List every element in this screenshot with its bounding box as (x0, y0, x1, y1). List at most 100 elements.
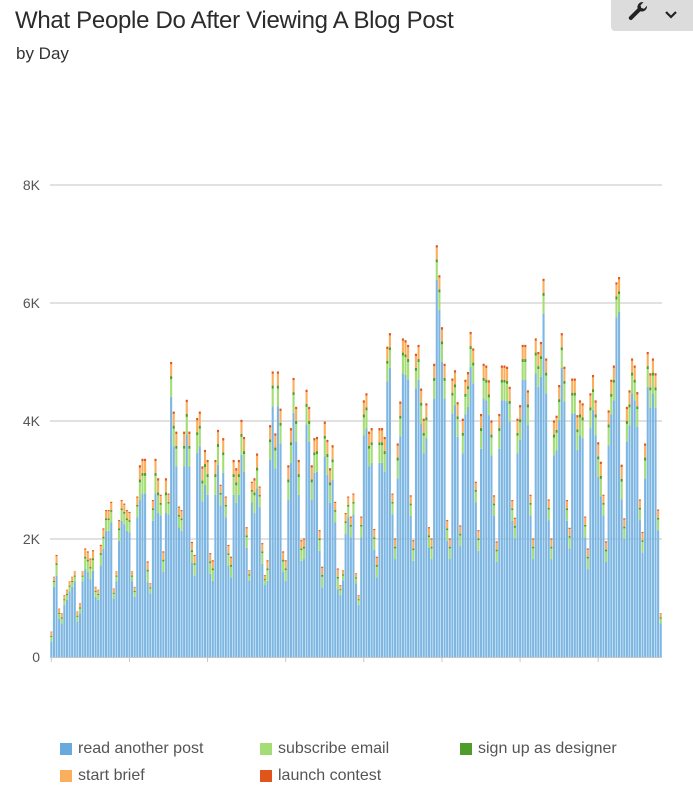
bar-stack[interactable] (104, 510, 108, 657)
bar-stack[interactable] (578, 400, 582, 657)
bar-stack[interactable] (654, 373, 657, 657)
bar-stack[interactable] (425, 403, 428, 657)
bar-stack[interactable] (76, 611, 79, 657)
bar-stack[interactable] (542, 278, 545, 657)
bar-stack[interactable] (565, 500, 569, 657)
bar-stack[interactable] (545, 358, 548, 657)
bar-stack[interactable] (477, 530, 480, 657)
bar-stack[interactable] (300, 540, 303, 657)
bar-stack[interactable] (427, 527, 431, 657)
bar-stack[interactable] (125, 510, 128, 657)
bar-stack[interactable] (118, 520, 121, 657)
bar-stack[interactable] (229, 556, 233, 657)
bar-stack[interactable] (97, 589, 100, 657)
bar-stack[interactable] (211, 560, 214, 657)
bar-stack[interactable] (164, 478, 167, 657)
bar-stack[interactable] (89, 558, 92, 657)
bar-stack[interactable] (659, 613, 662, 657)
bar-stack[interactable] (271, 371, 274, 657)
bar-stack[interactable] (399, 401, 402, 657)
bar-stack[interactable] (159, 494, 162, 657)
bar-stack[interactable] (453, 370, 457, 657)
bar-stack[interactable] (282, 551, 285, 657)
bar-stack[interactable] (594, 400, 597, 657)
bar-stack[interactable] (378, 428, 381, 657)
bar-stack[interactable] (55, 554, 58, 657)
bar-stack[interactable] (295, 406, 298, 657)
bar-stack[interactable] (190, 541, 194, 657)
bar-stack[interactable] (401, 338, 404, 657)
bar-stack[interactable] (172, 411, 175, 657)
bar-stack[interactable] (86, 551, 89, 657)
bar-stack[interactable] (409, 495, 412, 657)
bar-stack[interactable] (258, 486, 261, 657)
bar-stack[interactable] (521, 344, 524, 657)
bar-stack[interactable] (198, 411, 201, 657)
bar-stack[interactable] (581, 403, 584, 657)
bar-stack[interactable] (297, 459, 300, 657)
bar-stack[interactable] (474, 481, 477, 657)
bar-stack[interactable] (214, 459, 217, 657)
bar-stack[interactable] (443, 363, 446, 657)
bar-stack[interactable] (524, 344, 527, 657)
bar-stack[interactable] (183, 431, 186, 657)
bar-stack[interactable] (128, 511, 131, 657)
bar-stack[interactable] (651, 358, 654, 657)
bar-stack[interactable] (625, 406, 628, 657)
bar-stack[interactable] (386, 346, 389, 657)
bar-stack[interactable] (120, 500, 123, 657)
bar-stack[interactable] (318, 530, 321, 657)
bar-stack[interactable] (209, 553, 212, 657)
bar-stack[interactable] (245, 527, 248, 657)
bar-stack[interactable] (248, 570, 251, 657)
bar-stack[interactable] (162, 551, 165, 657)
legend-item-sign-up-as-designer[interactable]: sign up as designer (460, 740, 617, 758)
bar-stack[interactable] (136, 496, 139, 657)
bar-stack[interactable] (459, 525, 462, 657)
bar-stack[interactable] (84, 548, 87, 657)
bar-stack[interactable] (331, 445, 334, 657)
bar-stack[interactable] (649, 373, 652, 657)
bar-stack[interactable] (232, 459, 235, 657)
bar-stack[interactable] (58, 608, 61, 657)
bar-stack[interactable] (610, 379, 613, 657)
bar-stack[interactable] (469, 331, 472, 657)
bar-stack[interactable] (201, 466, 204, 657)
bar-stack[interactable] (381, 428, 384, 657)
bar-stack[interactable] (644, 443, 647, 657)
bar-stack[interactable] (224, 496, 227, 657)
bar-stack[interactable] (276, 371, 279, 657)
bar-stack[interactable] (261, 543, 264, 657)
bar-stack[interactable] (456, 402, 459, 657)
bar-stack[interactable] (91, 550, 95, 657)
bar-stack[interactable] (490, 420, 493, 657)
bar-stack[interactable] (534, 338, 537, 657)
bar-stack[interactable] (263, 574, 266, 657)
bar-stack[interactable] (196, 418, 199, 657)
bar-stack[interactable] (292, 377, 295, 657)
bar-stack[interactable] (633, 365, 636, 657)
bar-stack[interactable] (571, 378, 574, 657)
bar-stack[interactable] (547, 499, 550, 657)
bar-stack[interactable] (568, 527, 571, 657)
bar-stack[interactable] (149, 583, 152, 657)
bar-stack[interactable] (203, 449, 207, 657)
bar-stack[interactable] (60, 613, 63, 657)
bar-stack[interactable] (404, 340, 407, 657)
bar-stack[interactable] (373, 528, 376, 657)
bar-stack[interactable] (506, 366, 509, 657)
bar-stack[interactable] (52, 576, 55, 657)
bar-stack[interactable] (347, 496, 350, 657)
bar-stack[interactable] (516, 418, 519, 657)
bar-stack[interactable] (193, 554, 196, 657)
bar-stack[interactable] (422, 418, 425, 657)
bar-stack[interactable] (448, 538, 451, 657)
bar-stack[interactable] (420, 388, 423, 657)
bar-stack[interactable] (151, 500, 154, 657)
bar-stack[interactable] (323, 421, 326, 657)
bar-stack[interactable] (50, 631, 53, 657)
bar-stack[interactable] (315, 436, 319, 657)
bar-stack[interactable] (472, 348, 475, 657)
bar-stack[interactable] (352, 493, 355, 657)
bar-stack[interactable] (435, 245, 438, 657)
